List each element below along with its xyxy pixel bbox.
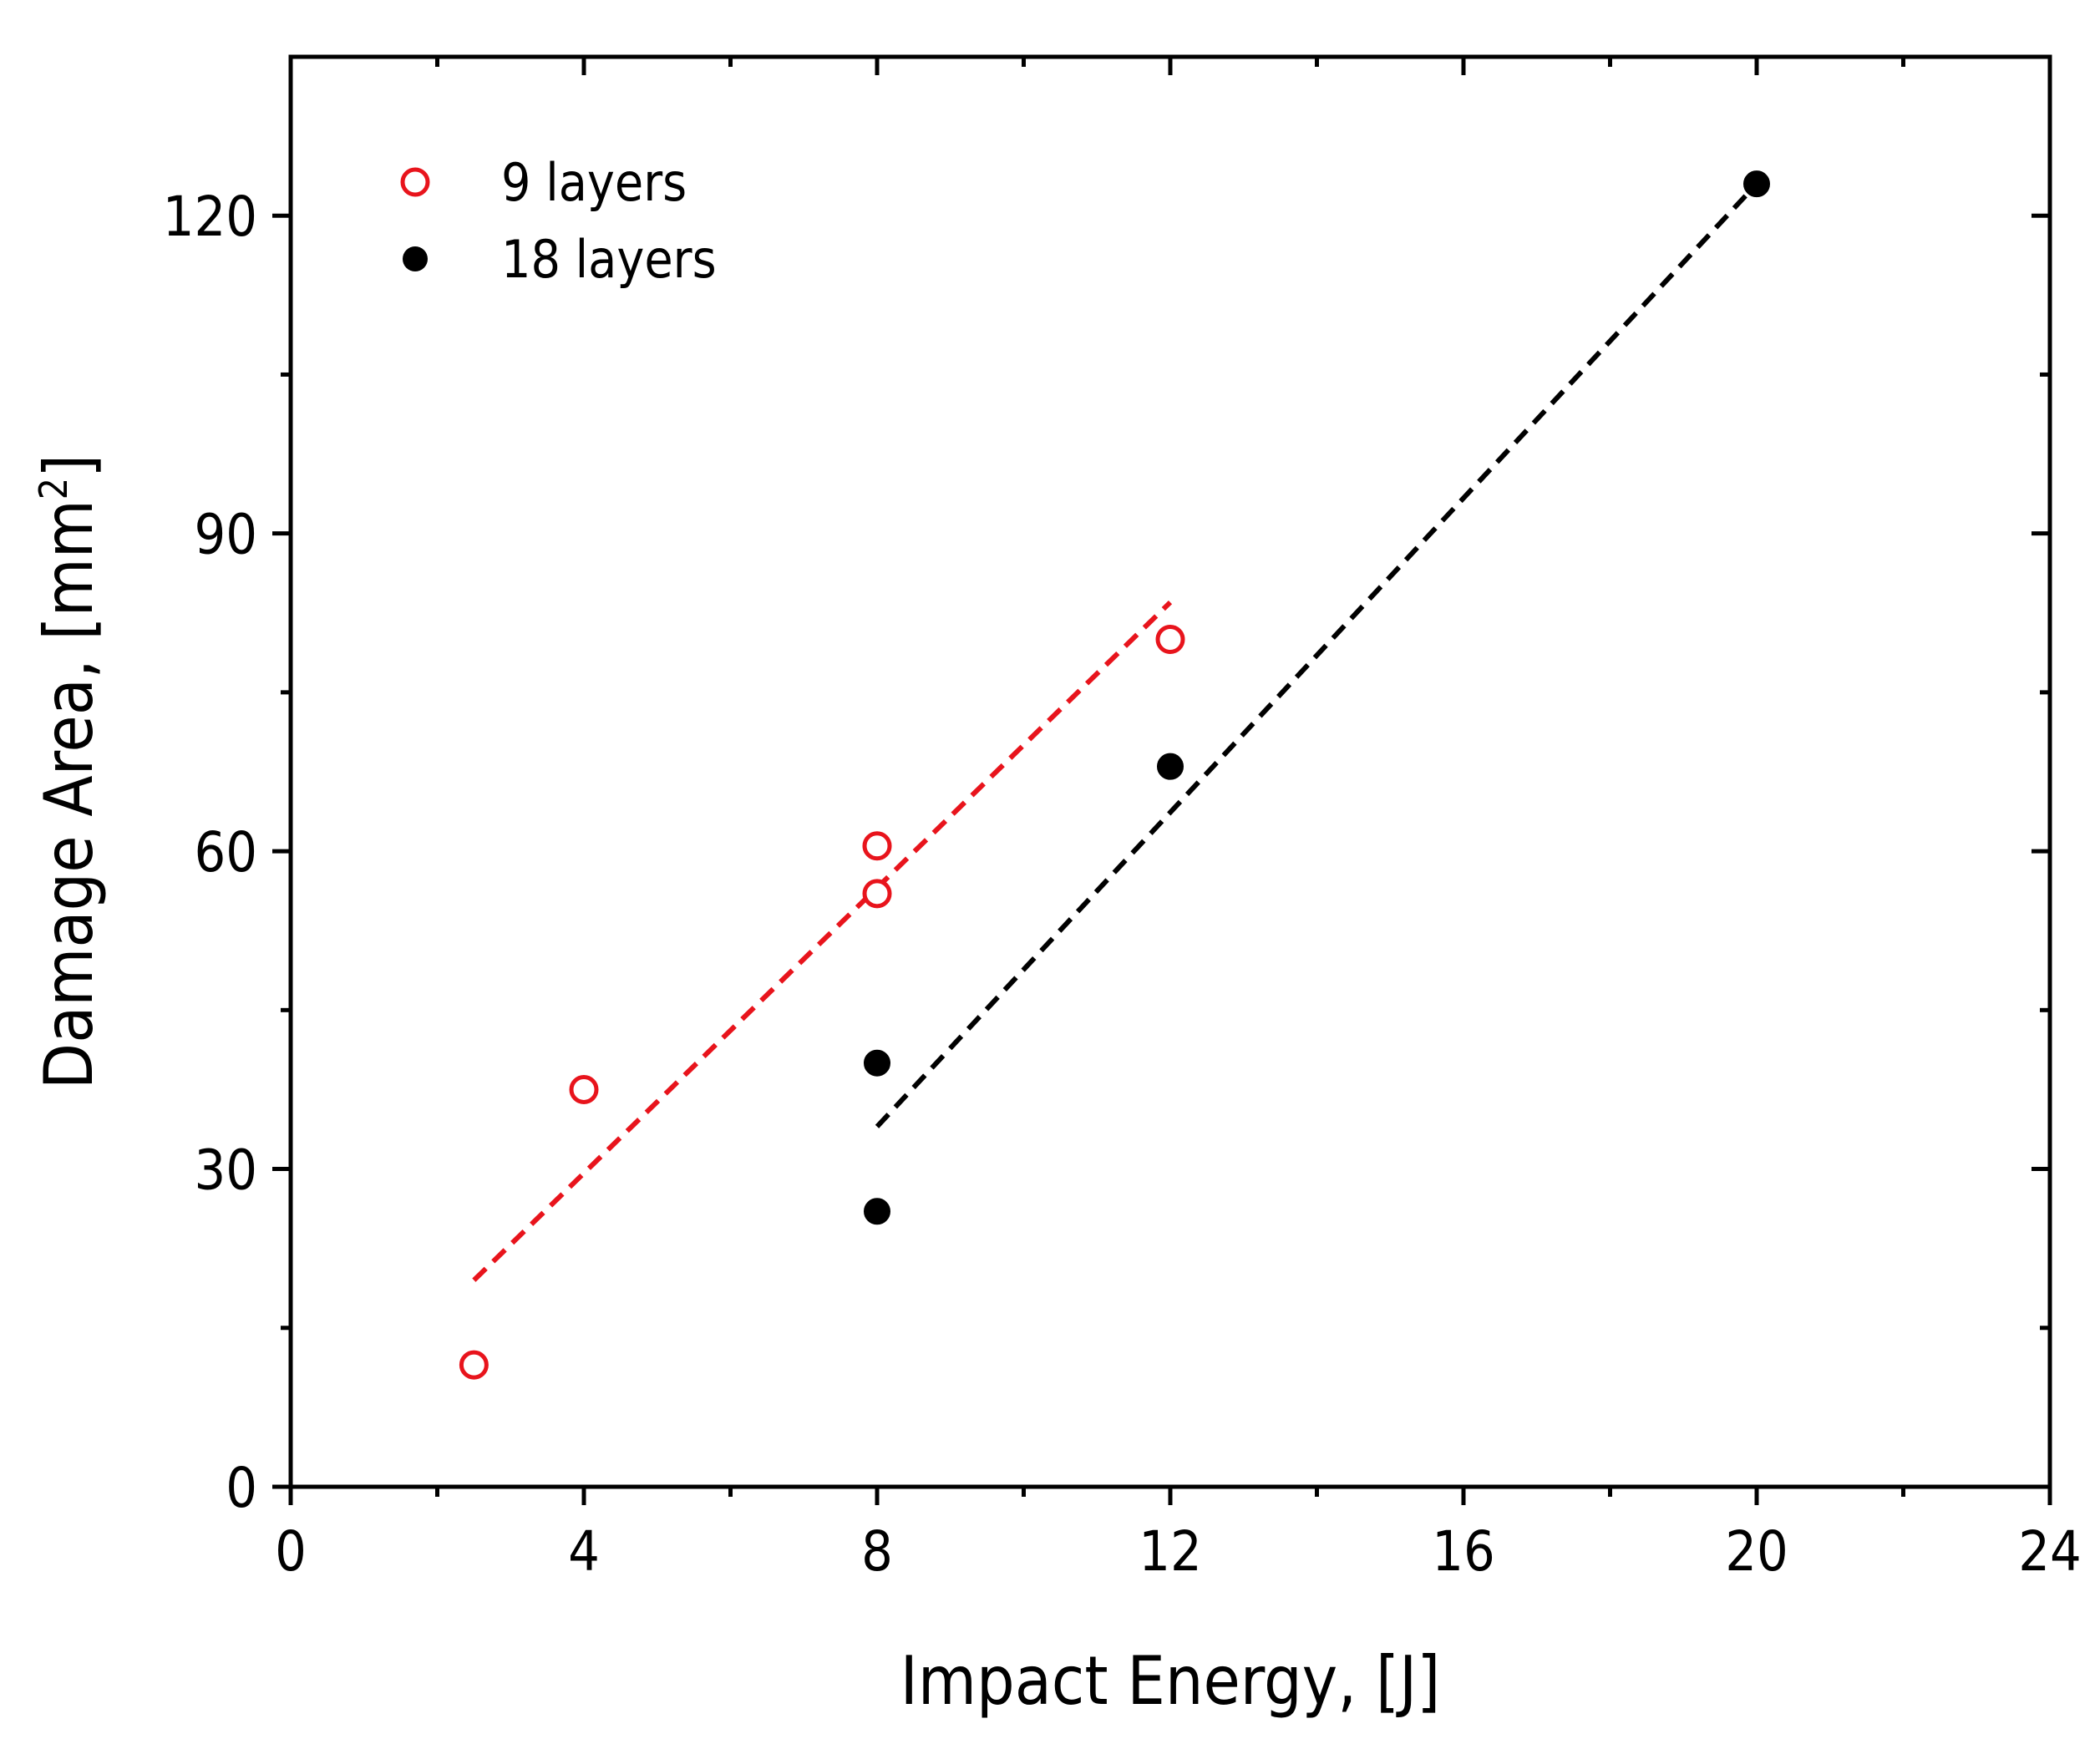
legend-label-9-layers: 9 layers (501, 152, 687, 213)
y-axis-title-superscript: 2 (31, 478, 76, 499)
y-tick-label: 90 (194, 503, 257, 567)
point-18-layers (864, 1198, 890, 1225)
x-tick-label: 16 (1432, 1519, 1495, 1584)
y-axis-title: Damage Area, [mm2] (30, 454, 108, 1089)
y-tick-label: 0 (226, 1456, 257, 1520)
fit-line-18-layers (875, 182, 1759, 1128)
point-18-layers (864, 1049, 890, 1077)
x-tick-label: 8 (861, 1519, 893, 1584)
point-9-layers (569, 1074, 599, 1104)
point-9-layers (459, 1350, 489, 1380)
y-axis-title-close: ] (30, 454, 108, 478)
y-tick-label: 30 (194, 1138, 257, 1203)
x-tick-label: 0 (275, 1519, 307, 1584)
x-tick-label: 20 (1725, 1519, 1788, 1584)
legend-marker-18-layers (403, 246, 428, 271)
y-tick-label: 60 (194, 820, 257, 885)
x-axis-title: Impact Energy, [J] (900, 1642, 1441, 1720)
fit-lines (472, 182, 1759, 1282)
legend-label-18-layers: 18 layers (501, 229, 717, 290)
data-points (459, 170, 1770, 1380)
legend: 9 layers 18 layers (400, 152, 717, 290)
fit-line-9-layers (472, 600, 1173, 1282)
point-18-layers (1157, 753, 1184, 780)
point-9-layers (862, 831, 892, 861)
point-9-layers (1155, 624, 1185, 654)
y-tick-label: 120 (163, 185, 257, 249)
x-tick-label: 12 (1139, 1519, 1202, 1584)
tick-labels: 0 4 8 12 16 20 24 0 30 60 90 120 (163, 185, 2082, 1584)
y-axis-title-main: Damage Area, [mm (30, 499, 108, 1089)
x-tick-label: 4 (568, 1519, 600, 1584)
point-18-layers (1743, 170, 1770, 198)
legend-marker-9-layers (400, 167, 430, 197)
point-9-layers (862, 879, 892, 909)
axis-ticks (272, 57, 2052, 1505)
x-tick-label: 24 (2018, 1519, 2082, 1584)
